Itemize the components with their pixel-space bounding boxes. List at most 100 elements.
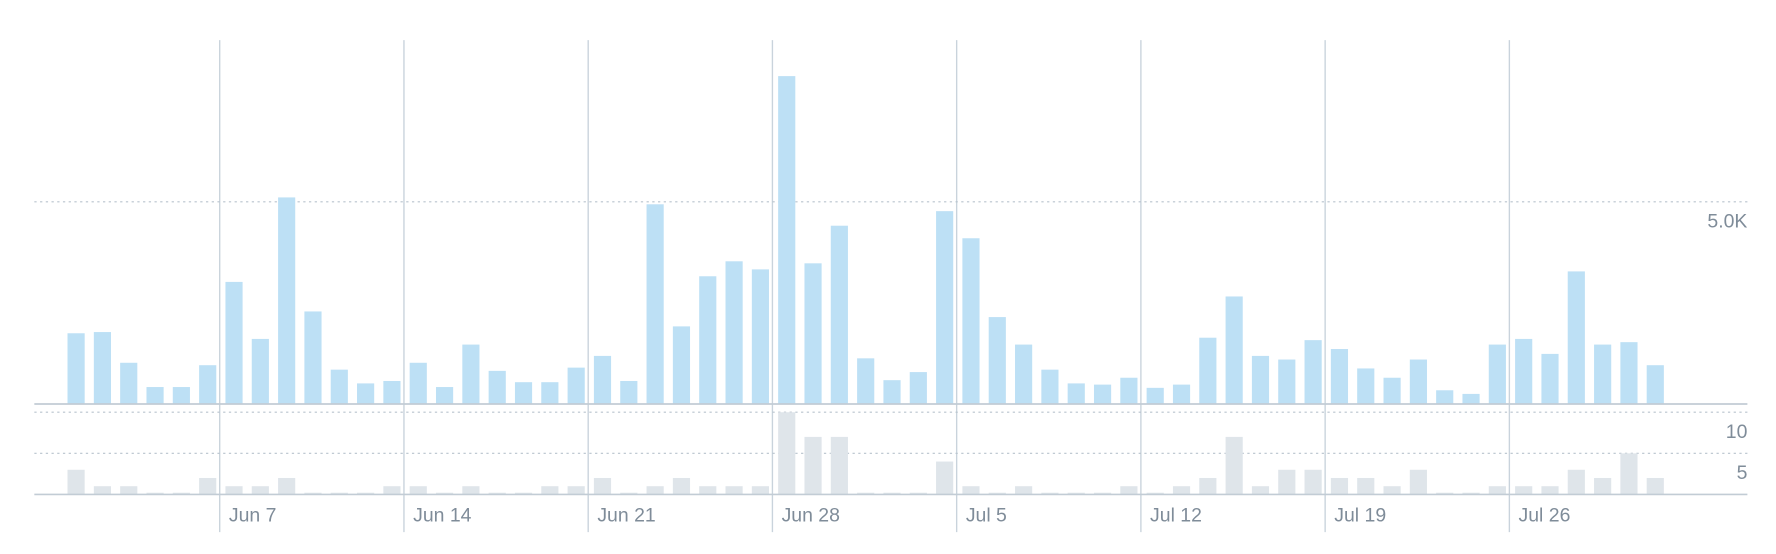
- x-tick-label: Jul 12: [1150, 504, 1202, 526]
- bar: [93, 486, 111, 495]
- bar: [1541, 353, 1559, 405]
- bar: [1120, 486, 1138, 495]
- bar: [1567, 469, 1585, 495]
- bar: [1488, 344, 1506, 405]
- bar: [1041, 369, 1059, 405]
- bar: [1383, 486, 1401, 495]
- bar: [962, 238, 980, 405]
- bar: [514, 382, 533, 405]
- bar: [1015, 486, 1033, 495]
- bar: [830, 225, 848, 405]
- bar: [672, 477, 691, 495]
- bar: [1594, 477, 1612, 495]
- bar: [725, 486, 743, 495]
- bar: [1515, 486, 1533, 495]
- bar: [462, 486, 480, 495]
- bar: [936, 461, 954, 495]
- bar: [278, 197, 296, 405]
- bar: [778, 76, 796, 405]
- x-tick-label: Jul 5: [966, 504, 1007, 526]
- bar: [646, 486, 664, 495]
- y-tick-label: 10: [1726, 421, 1748, 443]
- bar: [1541, 486, 1559, 495]
- y-tick-label: 5: [1737, 462, 1748, 484]
- bar: [1594, 344, 1612, 405]
- bar: [357, 383, 375, 405]
- bar: [409, 362, 427, 405]
- bar: [1278, 359, 1296, 405]
- bar: [488, 370, 506, 405]
- bar: [1620, 342, 1638, 405]
- bar: [1199, 337, 1217, 405]
- bar: [751, 269, 769, 405]
- bar: [1304, 469, 1322, 495]
- bar: [251, 338, 269, 405]
- bar: [383, 380, 401, 405]
- bar: [199, 365, 217, 405]
- bar: [962, 486, 980, 495]
- bar: [593, 355, 612, 405]
- bar: [67, 333, 85, 405]
- bar: [1357, 368, 1375, 405]
- bar: [1620, 453, 1638, 495]
- bar: [1199, 477, 1217, 495]
- bar: [1225, 436, 1243, 495]
- bar: [383, 486, 401, 495]
- bar: [409, 486, 427, 495]
- bar: [699, 486, 717, 495]
- bar: [1646, 365, 1664, 405]
- bar: [1383, 377, 1401, 405]
- bar: [1251, 355, 1270, 405]
- bar: [251, 486, 269, 495]
- bar: [936, 211, 954, 405]
- bar: [225, 281, 243, 405]
- bar: [830, 436, 848, 495]
- bar: [1278, 469, 1296, 495]
- bar: [1225, 296, 1243, 405]
- bar: [1172, 486, 1191, 495]
- bar: [1330, 477, 1349, 495]
- bar: [620, 380, 638, 405]
- bar: [67, 469, 85, 495]
- bar: [1567, 271, 1585, 405]
- x-tick-label: Jun 28: [782, 504, 840, 526]
- bar: [120, 362, 138, 405]
- bar: [278, 477, 296, 495]
- bar: [1067, 383, 1085, 405]
- bar: [541, 382, 559, 405]
- x-tick-label: Jun 14: [413, 504, 472, 526]
- bar: [725, 261, 743, 405]
- bar: [225, 486, 243, 495]
- bar: [567, 367, 585, 405]
- bar: [1251, 486, 1270, 495]
- bar: [199, 477, 217, 495]
- bar: [93, 332, 111, 405]
- bar: [909, 372, 927, 405]
- bar: [1093, 384, 1112, 405]
- bar: [1409, 469, 1427, 495]
- bar: [672, 326, 691, 405]
- bar: [541, 486, 559, 495]
- bar: [172, 387, 190, 405]
- bar: [1146, 387, 1164, 405]
- bar: [1357, 477, 1375, 495]
- x-tick-label: Jun 21: [597, 504, 655, 526]
- bar: [567, 486, 585, 495]
- bar: [883, 380, 901, 405]
- x-tick-label: Jul 19: [1334, 504, 1386, 526]
- bar: [1304, 340, 1322, 405]
- bar: [1462, 393, 1480, 405]
- bar: [988, 317, 1006, 405]
- bar: [304, 311, 322, 405]
- bar: [1515, 338, 1533, 405]
- bar: [646, 204, 664, 405]
- bar: [593, 477, 612, 495]
- bar: [857, 358, 875, 405]
- bar: [120, 486, 138, 495]
- bar: [804, 436, 822, 495]
- bar: [1436, 390, 1454, 405]
- bar: [804, 263, 822, 405]
- bar: [146, 387, 164, 405]
- bar: [1330, 349, 1349, 405]
